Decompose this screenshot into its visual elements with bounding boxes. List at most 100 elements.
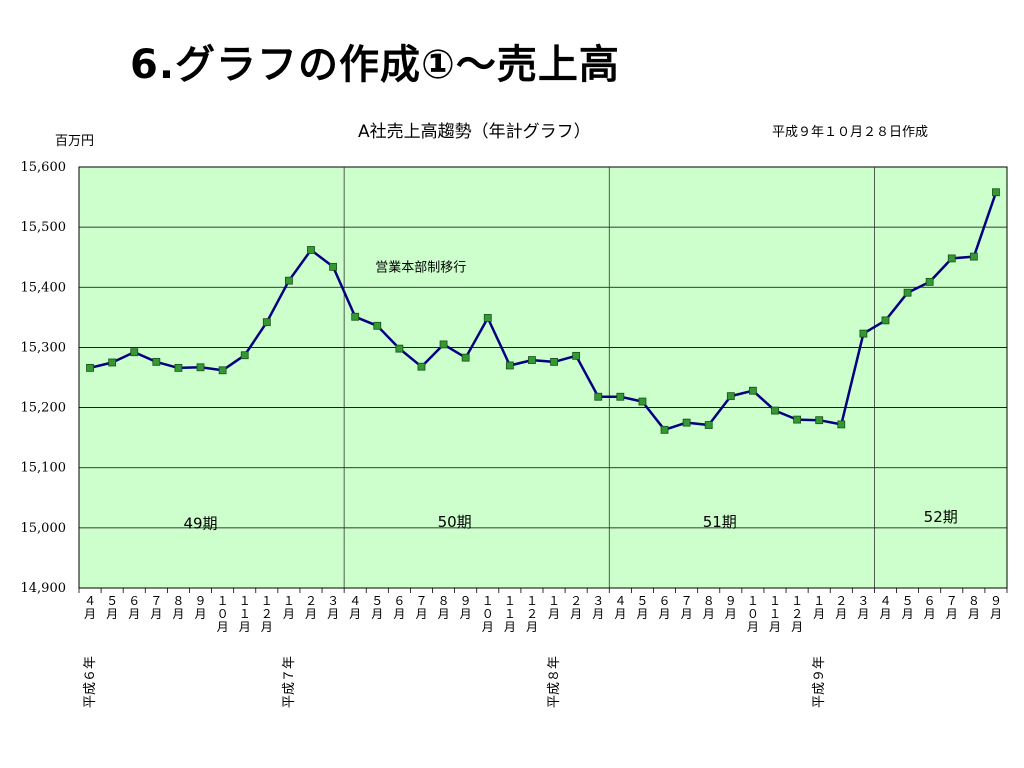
x-tick-label: ３月 <box>592 594 604 621</box>
data-point-marker <box>373 321 382 330</box>
x-tick-label: ４月 <box>84 594 96 621</box>
chart-title: A社売上高趨勢（年計グラフ） <box>358 122 591 142</box>
x-tick-label: １２月 <box>791 594 803 634</box>
year-label: 平成８年 <box>547 656 562 708</box>
data-point-marker <box>240 351 249 360</box>
x-tick-label: ５月 <box>371 594 383 621</box>
data-point-marker <box>903 288 912 297</box>
x-tick-label: ８月 <box>968 594 980 621</box>
y-tick-label: 15,300 <box>21 340 67 355</box>
x-tick-label: １０月 <box>217 594 229 634</box>
data-point-marker <box>704 421 713 429</box>
y-tick-label: 15,600 <box>21 160 67 175</box>
data-point-marker <box>638 397 647 406</box>
chart-annotation: 営業本部制移行 <box>375 260 466 276</box>
period-label: 49期 <box>183 515 217 533</box>
x-tick-label: ２月 <box>570 594 582 621</box>
y-axis-unit-label: 百万円 <box>55 134 95 149</box>
x-tick-label: １１月 <box>769 594 781 634</box>
data-point-marker <box>992 188 1000 197</box>
x-tick-label: ９月 <box>725 594 737 621</box>
year-label: 平成９年 <box>812 656 827 708</box>
x-tick-label: ３月 <box>857 594 869 621</box>
data-point-marker <box>439 340 448 349</box>
x-tick-label: ３月 <box>327 594 339 621</box>
data-point-marker <box>108 358 117 367</box>
data-point-marker <box>218 366 227 375</box>
y-tick-label: 14,900 <box>21 581 67 596</box>
y-tick-label: 15,100 <box>21 461 67 476</box>
x-tick-label: １０月 <box>747 594 759 634</box>
x-tick-label: ５月 <box>636 594 648 621</box>
x-tick-label: ４月 <box>349 594 361 621</box>
data-point-marker <box>881 316 890 325</box>
year-label: 平成６年 <box>83 656 98 708</box>
x-tick-label: ２月 <box>305 594 317 621</box>
x-tick-label: ５月 <box>106 594 118 621</box>
data-point-marker <box>726 392 735 401</box>
data-point-marker <box>152 357 161 366</box>
y-tick-label: 15,000 <box>21 521 67 536</box>
x-tick-label: ９月 <box>460 594 472 621</box>
data-point-marker <box>969 252 978 261</box>
x-tick-label: ９月 <box>990 594 1002 621</box>
x-tick-label: ４月 <box>879 594 891 621</box>
data-point-marker <box>196 363 205 372</box>
data-point-marker <box>925 277 934 286</box>
data-point-marker <box>550 357 558 366</box>
data-point-marker <box>483 314 492 322</box>
x-tick-label: １月 <box>548 594 560 621</box>
data-point-marker <box>528 356 536 364</box>
x-tick-label: ６月 <box>659 594 671 621</box>
data-point-marker <box>307 246 315 254</box>
data-point-marker <box>262 318 271 327</box>
period-label: 50期 <box>438 513 472 531</box>
data-point-marker <box>461 353 470 362</box>
data-point-marker <box>682 418 691 427</box>
y-tick-label: 15,500 <box>21 220 67 235</box>
x-tick-label: １月 <box>813 594 825 621</box>
plot-area <box>78 166 1008 589</box>
x-tick-label: ７月 <box>415 594 427 621</box>
data-point-marker <box>130 348 139 357</box>
x-tick-label: １２月 <box>526 594 538 634</box>
x-tick-label: ８月 <box>703 594 715 621</box>
data-point-marker <box>793 415 801 424</box>
x-tick-label: ４月 <box>614 594 626 621</box>
data-point-marker <box>771 406 779 415</box>
x-tick-label: １０月 <box>482 594 494 634</box>
data-point-marker <box>947 254 956 263</box>
x-tick-label: ８月 <box>172 594 184 621</box>
x-tick-label: ２月 <box>835 594 847 621</box>
x-tick-label: １月 <box>283 594 295 621</box>
chart-date-note: 平成９年１０月２８日作成 <box>772 125 929 140</box>
data-point-marker <box>329 262 337 271</box>
data-point-marker <box>749 386 757 395</box>
x-tick-label: ６月 <box>128 594 140 621</box>
data-point-marker <box>417 362 426 371</box>
x-tick-label: ７月 <box>681 594 693 621</box>
y-tick-label: 15,200 <box>21 401 67 416</box>
data-point-marker <box>616 392 625 401</box>
period-label: 52期 <box>924 508 958 526</box>
period-label: 51期 <box>703 513 737 531</box>
data-point-marker <box>594 392 603 401</box>
x-tick-label: ６月 <box>393 594 405 621</box>
data-point-marker <box>395 344 404 353</box>
data-point-marker <box>174 363 183 372</box>
data-point-marker <box>351 312 360 321</box>
data-point-marker <box>505 361 514 370</box>
year-label: 平成７年 <box>282 656 297 708</box>
data-point-marker <box>86 363 94 372</box>
x-tick-label: ５月 <box>902 594 914 621</box>
data-point-marker <box>837 420 846 429</box>
data-point-marker <box>285 276 293 285</box>
x-tick-label: ７月 <box>946 594 958 621</box>
x-tick-label: １２月 <box>261 594 273 634</box>
data-point-marker <box>815 416 824 425</box>
x-tick-label: ８月 <box>438 594 450 621</box>
slide-title: 6.グラフの作成①～売上高 <box>130 42 620 88</box>
x-tick-label: １１月 <box>239 594 251 634</box>
x-tick-label: １１月 <box>504 594 516 634</box>
